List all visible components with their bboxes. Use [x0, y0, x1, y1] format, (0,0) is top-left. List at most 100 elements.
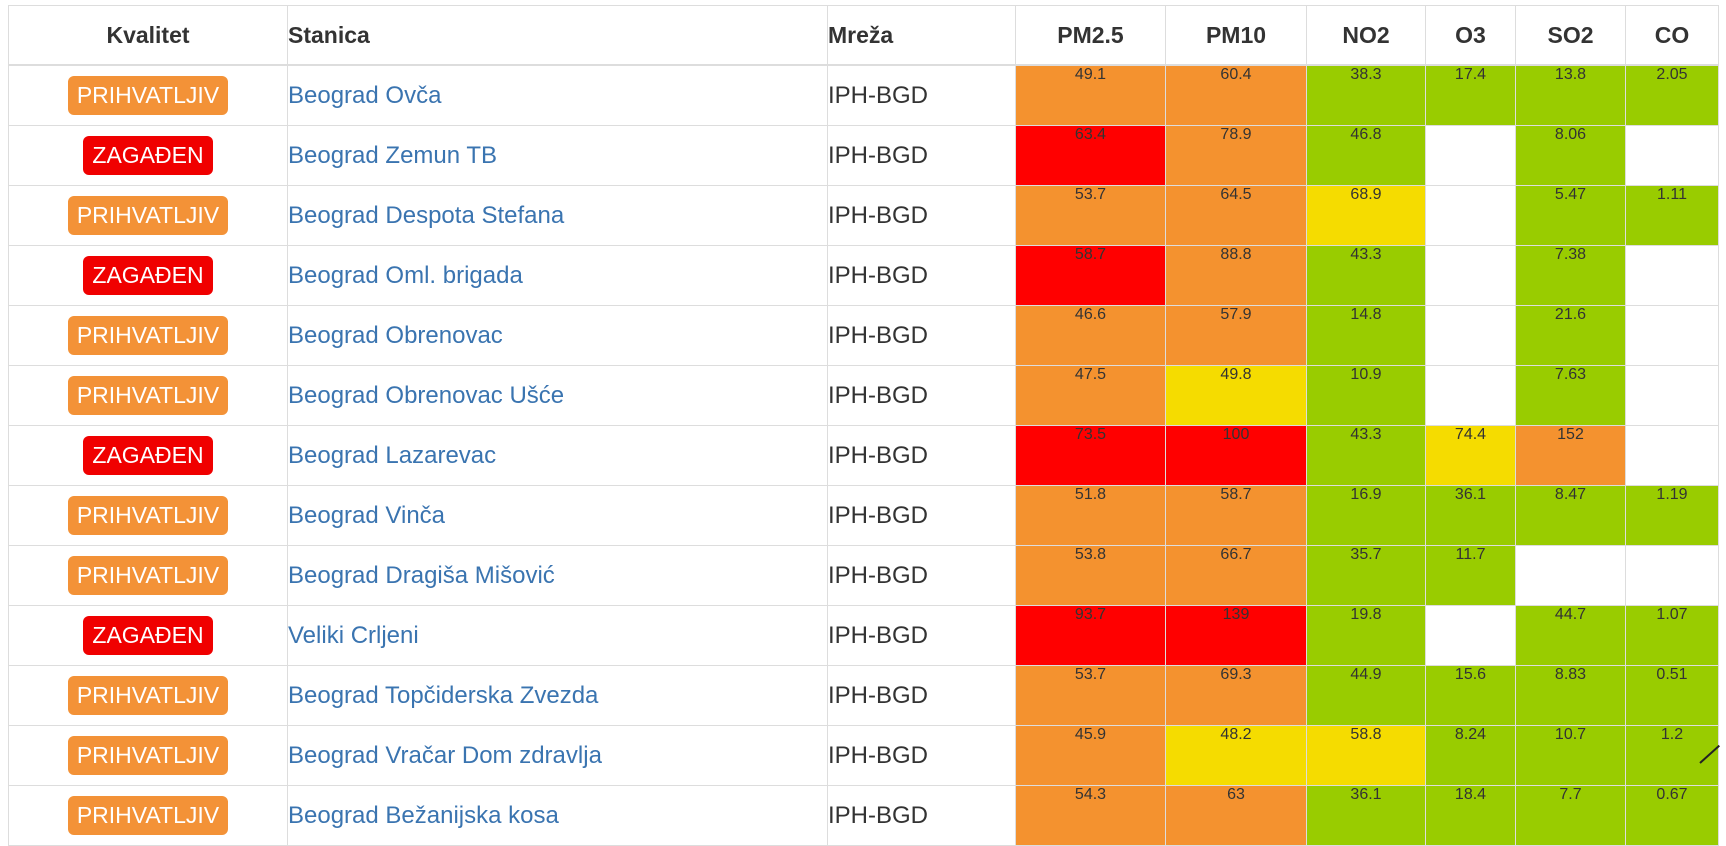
pm10-value: 58.7: [1165, 485, 1307, 546]
o3-value: 11.7: [1425, 545, 1516, 606]
o3-value: [1425, 245, 1516, 306]
station-link[interactable]: Beograd Vinča: [288, 501, 446, 529]
table-row: ZAGAĐEN Veliki Crljeni IPH-BGD 93.7 139 …: [8, 605, 1719, 666]
header-pm10[interactable]: PM10: [1165, 5, 1307, 66]
o3-value: 74.4: [1425, 425, 1516, 486]
station-cell: Beograd Obrenovac: [287, 305, 828, 366]
quality-badge: ZAGAĐEN: [83, 136, 213, 175]
so2-value: 8.47: [1515, 485, 1626, 546]
o3-value: 8.24: [1425, 725, 1516, 786]
station-link[interactable]: Beograd Oml. brigada: [288, 261, 523, 289]
quality-cell: PRIHVATLJIV: [8, 545, 288, 606]
station-cell: Beograd Zemun TB: [287, 125, 828, 186]
network-cell: IPH-BGD: [827, 305, 1016, 366]
so2-value: 44.7: [1515, 605, 1626, 666]
pm25-value: 54.3: [1015, 785, 1166, 846]
station-cell: Beograd Despota Stefana: [287, 185, 828, 246]
network-cell: IPH-BGD: [827, 125, 1016, 186]
station-link[interactable]: Beograd Bežanijska kosa: [288, 801, 559, 829]
quality-cell: PRIHVATLJIV: [8, 185, 288, 246]
co-value: [1625, 545, 1719, 606]
network-cell: IPH-BGD: [827, 545, 1016, 606]
pm25-value: 63.4: [1015, 125, 1166, 186]
so2-value: 7.63: [1515, 365, 1626, 426]
table-row: PRIHVATLJIV Beograd Vinča IPH-BGD 51.8 5…: [8, 485, 1719, 546]
o3-value: 17.4: [1425, 64, 1516, 126]
so2-value: 10.7: [1515, 725, 1626, 786]
co-value: [1625, 245, 1719, 306]
quality-cell: PRIHVATLJIV: [8, 64, 288, 126]
no2-value: 43.3: [1306, 245, 1426, 306]
quality-cell: PRIHVATLJIV: [8, 485, 288, 546]
pm10-value: 57.9: [1165, 305, 1307, 366]
pm25-value: 93.7: [1015, 605, 1166, 666]
network-cell: IPH-BGD: [827, 365, 1016, 426]
quality-cell: PRIHVATLJIV: [8, 785, 288, 846]
no2-value: 35.7: [1306, 545, 1426, 606]
header-pm25[interactable]: PM2.5: [1015, 5, 1166, 66]
o3-value: [1425, 185, 1516, 246]
quality-badge: PRIHVATLJIV: [67, 796, 229, 835]
table-row: PRIHVATLJIV Beograd Dragiša Mišović IPH-…: [8, 545, 1719, 606]
station-cell: Beograd Vračar Dom zdravlja: [287, 725, 828, 786]
station-cell: Beograd Dragiša Mišović: [287, 545, 828, 606]
pm25-value: 73.5: [1015, 425, 1166, 486]
table-row: ZAGAĐEN Beograd Oml. brigada IPH-BGD 58.…: [8, 245, 1719, 306]
no2-value: 14.8: [1306, 305, 1426, 366]
o3-value: [1425, 605, 1516, 666]
no2-value: 43.3: [1306, 425, 1426, 486]
so2-value: 152: [1515, 425, 1626, 486]
co-value: [1625, 365, 1719, 426]
no2-value: 68.9: [1306, 185, 1426, 246]
station-link[interactable]: Beograd Lazarevac: [288, 441, 497, 469]
station-link[interactable]: Beograd Despota Stefana: [288, 201, 565, 229]
quality-cell: PRIHVATLJIV: [8, 305, 288, 366]
co-value: [1625, 305, 1719, 366]
header-no2[interactable]: NO2: [1306, 5, 1426, 66]
quality-cell: ZAGAĐEN: [8, 245, 288, 306]
quality-badge: PRIHVATLJIV: [67, 676, 229, 715]
quality-badge: PRIHVATLJIV: [67, 376, 229, 415]
station-link[interactable]: Beograd Ovča: [288, 81, 442, 109]
station-cell: Beograd Ovča: [287, 64, 828, 126]
header-co[interactable]: CO: [1625, 5, 1719, 66]
header-so2[interactable]: SO2: [1515, 5, 1626, 66]
co-value: 1.07: [1625, 605, 1719, 666]
station-cell: Beograd Bežanijska kosa: [287, 785, 828, 846]
station-link[interactable]: Beograd Zemun TB: [288, 141, 498, 169]
station-link[interactable]: Beograd Vračar Dom zdravlja: [288, 741, 602, 769]
so2-value: 5.47: [1515, 185, 1626, 246]
o3-value: 18.4: [1425, 785, 1516, 846]
station-cell: Beograd Topčiderska Zvezda: [287, 665, 828, 726]
co-value: 1.19: [1625, 485, 1719, 546]
o3-value: [1425, 125, 1516, 186]
air-quality-table: Kvalitet Stanica Mreža PM2.5 PM10 NO2 O3…: [8, 5, 1719, 846]
network-cell: IPH-BGD: [827, 64, 1016, 126]
header-kvalitet[interactable]: Kvalitet: [8, 5, 288, 66]
station-link[interactable]: Beograd Topčiderska Zvezda: [288, 681, 599, 709]
station-link[interactable]: Beograd Obrenovac: [288, 321, 503, 349]
table-row: PRIHVATLJIV Beograd Vračar Dom zdravlja …: [8, 725, 1719, 786]
network-cell: IPH-BGD: [827, 185, 1016, 246]
station-link[interactable]: Beograd Obrenovac Ušće: [288, 381, 565, 409]
no2-value: 44.9: [1306, 665, 1426, 726]
header-stanica[interactable]: Stanica: [287, 5, 828, 66]
table-row: ZAGAĐEN Beograd Lazarevac IPH-BGD 73.5 1…: [8, 425, 1719, 486]
co-value: 2.05: [1625, 64, 1719, 126]
network-cell: IPH-BGD: [827, 665, 1016, 726]
header-o3[interactable]: O3: [1425, 5, 1516, 66]
pm25-value: 53.8: [1015, 545, 1166, 606]
station-link[interactable]: Veliki Crljeni: [288, 621, 419, 649]
quality-cell: PRIHVATLJIV: [8, 665, 288, 726]
header-mreza[interactable]: Mreža: [827, 5, 1016, 66]
co-value: 0.51: [1625, 665, 1719, 726]
quality-badge: PRIHVATLJIV: [67, 556, 229, 595]
co-value: 0.67: [1625, 785, 1719, 846]
o3-value: 36.1: [1425, 485, 1516, 546]
o3-value: [1425, 305, 1516, 366]
quality-cell: ZAGAĐEN: [8, 605, 288, 666]
station-link[interactable]: Beograd Dragiša Mišović: [288, 561, 555, 589]
quality-badge: ZAGAĐEN: [83, 256, 213, 295]
no2-value: 16.9: [1306, 485, 1426, 546]
pm10-value: 60.4: [1165, 64, 1307, 126]
